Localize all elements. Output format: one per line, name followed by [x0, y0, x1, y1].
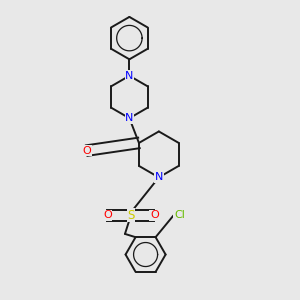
Text: N: N: [125, 113, 134, 123]
Text: N: N: [154, 172, 163, 182]
Text: O: O: [82, 146, 91, 156]
Text: N: N: [125, 71, 134, 81]
Text: O: O: [103, 210, 112, 220]
Text: O: O: [150, 210, 159, 220]
Text: S: S: [127, 209, 134, 222]
Text: Cl: Cl: [174, 210, 185, 220]
